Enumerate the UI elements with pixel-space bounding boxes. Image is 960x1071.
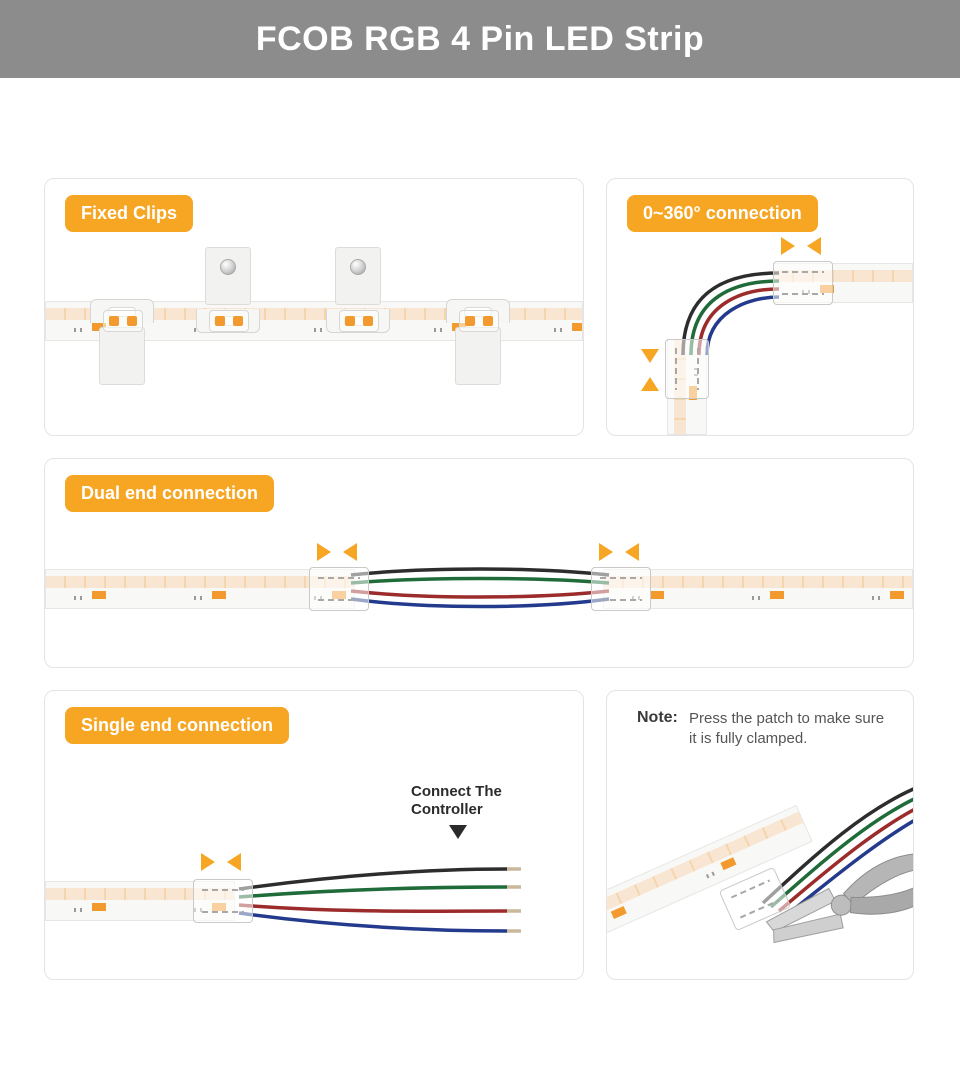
arrow-icon (599, 543, 613, 561)
page-title: FCOB RGB 4 Pin LED Strip (256, 20, 704, 59)
content-area: Fixed Clips 0~360° connec (0, 78, 960, 1020)
strip-clip (103, 310, 143, 332)
arrow-icon (317, 543, 331, 561)
note-label: Note: (637, 709, 678, 727)
panel-angle-connection: 0~360° connection (606, 178, 914, 436)
rgb-cable (345, 563, 615, 615)
strip-connector (309, 567, 369, 611)
arrow-icon (201, 853, 215, 871)
pliers-icon (727, 811, 914, 980)
strip-connector (591, 567, 651, 611)
strip-connector (193, 879, 253, 923)
header-band: FCOB RGB 4 Pin LED Strip (0, 0, 960, 78)
arrow-icon (641, 349, 659, 363)
note-text: Press the patch to make sure it is fully… (689, 709, 893, 750)
strip-clip (339, 310, 379, 332)
arrow-icon (641, 377, 659, 391)
panel-single-end: Single end connection Connect The Contro… (44, 690, 584, 980)
strip-connector (773, 261, 833, 305)
arrow-down-icon (449, 825, 467, 839)
panel-fixed-clips: Fixed Clips (44, 178, 584, 436)
arrow-icon (227, 853, 241, 871)
arrow-icon (781, 237, 795, 255)
strip-clip (209, 310, 249, 332)
row-3: Single end connection Connect The Contro… (44, 690, 916, 980)
connect-controller-label: Connect The Controller (411, 783, 502, 819)
row-2: Dual end connection (44, 458, 916, 668)
arrow-icon (625, 543, 639, 561)
badge-dual: Dual end connection (65, 475, 274, 512)
badge-single: Single end connection (65, 707, 289, 744)
row-1: Fixed Clips 0~360° connec (44, 178, 916, 436)
panel-dual-end: Dual end connection (44, 458, 914, 668)
badge-angle: 0~360° connection (627, 195, 818, 232)
arrow-icon (343, 543, 357, 561)
strip-connector (665, 339, 709, 399)
strip-clip (459, 310, 499, 332)
rgb-cable (231, 867, 521, 947)
panel-note: Note: Press the patch to make sure it is… (606, 690, 914, 980)
arrow-icon (807, 237, 821, 255)
badge-fixed: Fixed Clips (65, 195, 193, 232)
